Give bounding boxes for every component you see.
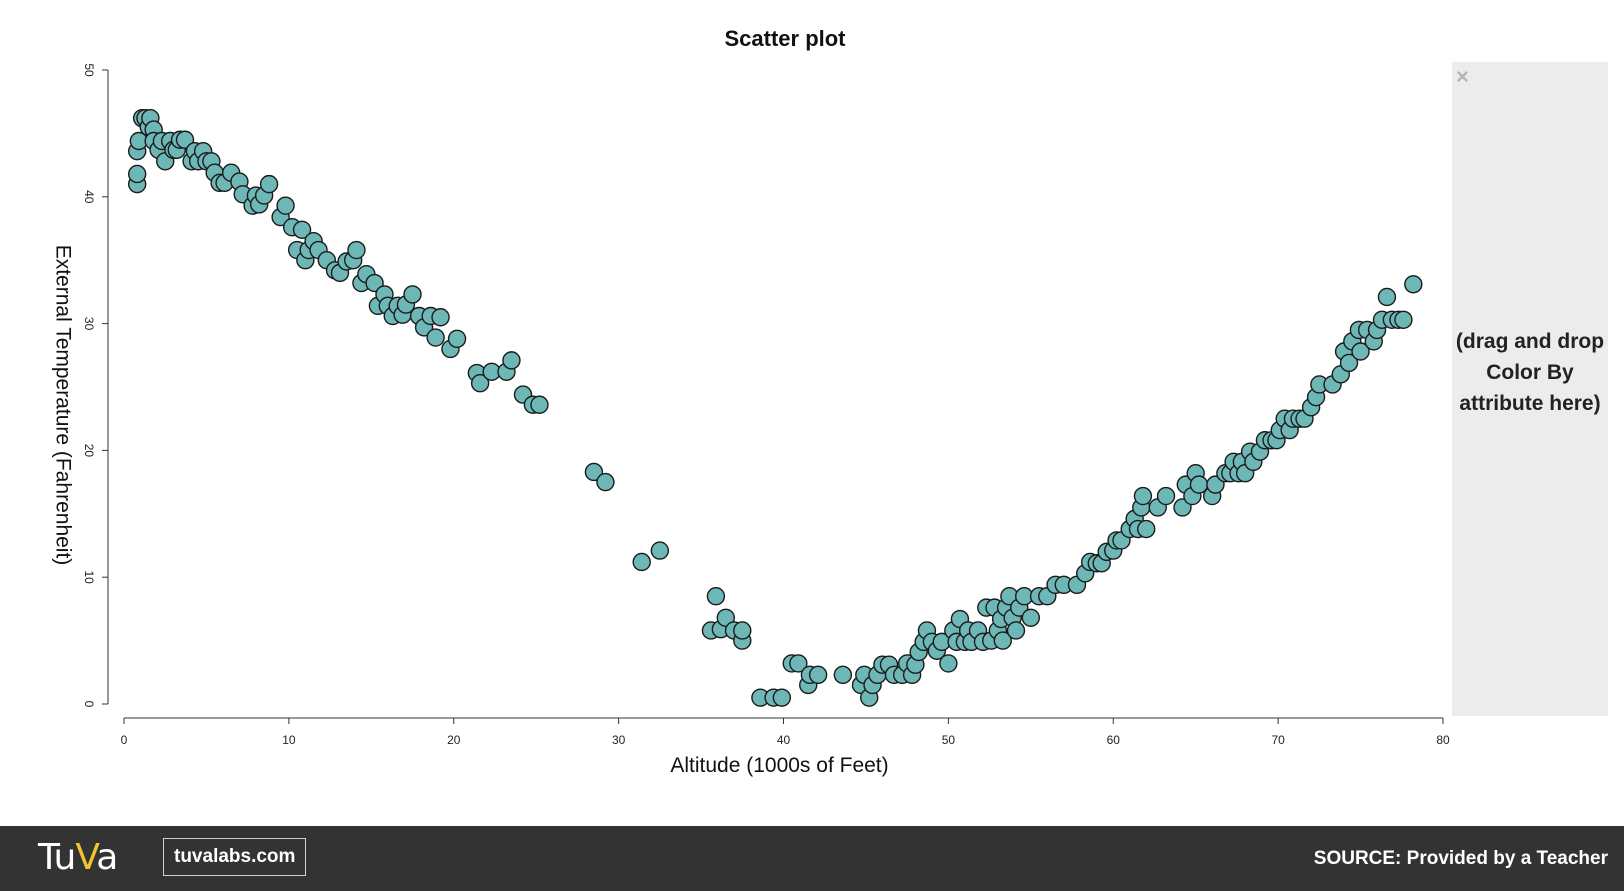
data-point <box>833 665 853 685</box>
data-point <box>1394 310 1413 329</box>
data-point <box>716 608 735 627</box>
data-point <box>584 462 604 482</box>
logo-text-a: a <box>96 837 118 878</box>
y-tick-label: 50 <box>82 63 96 77</box>
y-tick-label: 0 <box>82 701 96 708</box>
x-tick-label: 20 <box>447 733 461 747</box>
source-text: SOURCE: Provided by a Teacher <box>1313 848 1608 869</box>
data-point <box>772 688 792 707</box>
data-point <box>347 240 366 260</box>
footer: TuVa tuvalabs.com SOURCE: Provided by a … <box>0 826 1624 891</box>
data-points <box>127 108 1423 707</box>
data-point <box>1404 275 1423 294</box>
logo-text-tu: Tu <box>38 837 76 878</box>
scatter-plot: 0 10 20 30 40 50 60 70 80 0 10 20 30 40 50 Altitude (1… <box>51 63 1450 777</box>
data-point <box>939 654 958 673</box>
data-point <box>1339 353 1359 373</box>
data-point <box>276 196 295 215</box>
data-point <box>470 373 490 393</box>
data-point <box>993 631 1012 650</box>
data-point <box>502 351 521 370</box>
x-tick-label: 80 <box>1436 733 1450 747</box>
chart-title: Scatter plot <box>724 26 846 51</box>
data-point <box>431 308 450 327</box>
y-tick-label: 30 <box>82 317 96 331</box>
x-axis-title: Altitude (1000s of Feet) <box>670 754 888 777</box>
color-by-hint: (drag and drop Color By attribute here) <box>1455 330 1605 415</box>
data-point <box>447 329 467 349</box>
axes: 0 10 20 30 40 50 60 70 80 0 10 20 30 40 50 <box>82 63 1450 747</box>
data-point <box>259 174 279 194</box>
x-tick-label: 40 <box>777 733 791 747</box>
tuvalabs-link[interactable]: tuvalabs.com <box>163 838 307 876</box>
x-tick-label: 70 <box>1271 733 1285 747</box>
data-point <box>1021 608 1041 627</box>
data-point <box>789 654 808 673</box>
data-point <box>706 587 726 606</box>
x-tick-label: 60 <box>1107 733 1121 747</box>
data-point <box>292 220 312 239</box>
x-tick-label: 0 <box>121 733 128 747</box>
close-icon[interactable]: × <box>1456 64 1469 89</box>
data-point <box>808 665 828 685</box>
x-tick-label: 30 <box>612 733 626 747</box>
y-tick-label: 40 <box>82 190 96 204</box>
data-point <box>1006 621 1026 640</box>
y-tick-label: 10 <box>82 571 96 585</box>
data-point <box>403 285 422 304</box>
data-point <box>650 541 670 560</box>
x-tick-label: 50 <box>942 733 956 747</box>
data-point <box>426 328 445 347</box>
data-point <box>1351 342 1370 361</box>
data-point <box>127 164 147 184</box>
data-point <box>1156 486 1176 506</box>
y-axis-title: External Temperature (Fahrenheit) <box>51 245 74 566</box>
logo-v-glyph: V <box>75 837 97 878</box>
data-point <box>1137 519 1156 539</box>
data-point <box>632 552 651 572</box>
data-point <box>530 395 549 414</box>
tuva-logo: TuVa <box>38 837 118 878</box>
data-point <box>1133 486 1153 506</box>
data-point <box>596 472 615 492</box>
y-tick-label: 20 <box>82 444 96 458</box>
x-tick-label: 10 <box>282 733 296 747</box>
data-point <box>1377 287 1397 307</box>
color-by-drop-zone[interactable]: × (drag and drop Color By attribute here… <box>1452 62 1608 716</box>
data-point <box>733 621 752 640</box>
